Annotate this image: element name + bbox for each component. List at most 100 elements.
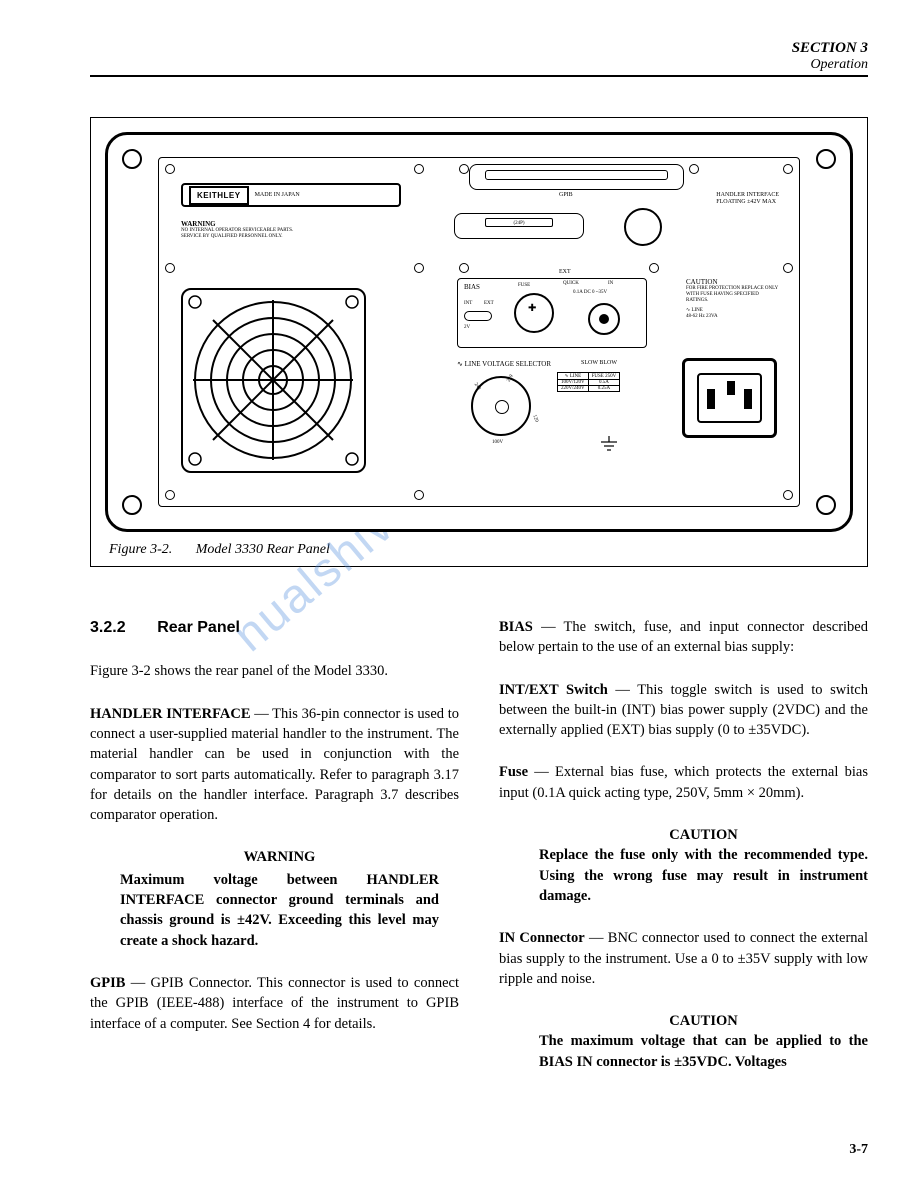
toggle-switch [464, 311, 492, 321]
bias-text: — The switch, fuse, and input connector … [499, 619, 868, 655]
bias-2v: 2V [464, 325, 470, 331]
cell: FUSE 250V [588, 373, 620, 380]
bolt-icon [122, 149, 142, 169]
screw-icon [414, 490, 424, 500]
cell: ∿ LINE [558, 373, 589, 380]
gpib-label: GPIB [559, 192, 573, 199]
cell: 0.25A [588, 386, 620, 392]
caution1-body: Replace the fuse only with the recommend… [539, 845, 868, 906]
header-title: Operation [90, 57, 868, 73]
bolt-icon [122, 495, 142, 515]
fuse-table: ∿ LINEFUSE 250V 100V/120V0.5A 220V/240V0… [557, 372, 620, 392]
handler-text: — This 36-pin connector is used to conne… [90, 706, 459, 823]
caution-block-1: CAUTION Replace the fuse only with the r… [499, 825, 868, 906]
warning-title: WARNING [120, 847, 439, 867]
page-header: SECTION 3 Operation [90, 40, 868, 77]
handler-line2: FLOATING ±42V MAX [716, 199, 779, 206]
brand-label: KEITHLEY MADE IN JAPAN [181, 183, 401, 207]
screw-icon [165, 263, 175, 273]
brand-badge: KEITHLEY [189, 186, 249, 205]
body-columns: 3.2.2 Rear Panel Figure 3-2 shows the re… [90, 617, 868, 1072]
section-number: 3.2.2 [90, 619, 126, 636]
caution1-title: CAUTION [539, 825, 868, 845]
warning-title: WARNING [181, 220, 293, 228]
bnc-connector [588, 303, 620, 335]
bias-lead: BIAS [499, 619, 533, 635]
caution-block: CAUTION FOR FIRE PROTECTION REPLACE ONLY… [686, 278, 781, 319]
rear-panel-diagram: KEITHLEY MADE IN JAPAN WARNING NO INTERN… [105, 132, 853, 532]
gpib-lead: GPIB [90, 975, 125, 991]
bias-ext: EXT [484, 301, 494, 307]
fuse-text: — External bias fuse, which protects the… [499, 764, 868, 800]
caption-num: Figure 3-2. [109, 542, 172, 557]
bias-ext-box: BIAS INT EXT 2V ✚ FUSE QUICK IN 0.1A DC … [457, 278, 647, 348]
screw-icon [689, 164, 699, 174]
gpib-connector [469, 164, 684, 190]
screw-icon [414, 164, 424, 174]
voltage-dial [471, 376, 531, 436]
ground-icon [599, 436, 619, 456]
bolt-icon [816, 149, 836, 169]
gpib-text: — GPIB Connector. This connector is used… [90, 975, 459, 1032]
caution-block-2: CAUTION The maximum voltage that can be … [499, 1011, 868, 1072]
caution2-body: The maximum voltage that can be applied … [539, 1031, 868, 1072]
page-number: 3-7 [849, 1142, 868, 1158]
handler-line1: HANDLER INTERFACE [716, 192, 779, 199]
fuse-lead: Fuse [499, 764, 528, 780]
screw-icon [459, 263, 469, 273]
ext-label: EXT [559, 269, 571, 276]
screw-icon [165, 164, 175, 174]
left-column: 3.2.2 Rear Panel Figure 3-2 shows the re… [90, 617, 459, 1072]
fuse-para: Fuse — External bias fuse, which protect… [499, 762, 868, 803]
intext-lead: INT/EXT Switch [499, 682, 608, 698]
caption-text: Model 3330 Rear Panel [196, 542, 330, 557]
ext-in: IN [608, 281, 613, 287]
line-hz: 48-62 Hz 23VA [686, 314, 781, 320]
handler-para: HANDLER INTERFACE — This 36-pin connecto… [90, 704, 459, 826]
v120: 120 [531, 414, 539, 423]
power-inlet [682, 358, 777, 438]
section-heading: 3.2.2 Rear Panel [90, 617, 459, 639]
v100: 100V [492, 440, 503, 446]
line-sel-label: ∿ LINE VOLTAGE SELECTOR [457, 360, 551, 368]
handler-label: HANDLER INTERFACE FLOATING ±42V MAX [716, 192, 779, 205]
caution-text: FOR FIRE PROTECTION REPLACE ONLY WITH FU… [686, 286, 781, 304]
inner-plate: KEITHLEY MADE IN JAPAN WARNING NO INTERN… [158, 157, 800, 507]
inconn-para: IN Connector — BNC connector used to con… [499, 928, 868, 989]
screw-icon [459, 164, 469, 174]
header-section: SECTION 3 [90, 40, 868, 57]
inconn-lead: IN Connector [499, 930, 585, 946]
warning-block: WARNING Maximum voltage between HANDLER … [90, 847, 459, 950]
bias-label: BIAS [464, 283, 480, 291]
intext-para: INT/EXT Switch — This toggle switch is u… [499, 680, 868, 741]
gpib-para: GPIB — GPIB Connector. This connector is… [90, 973, 459, 1034]
warning-body: Maximum voltage between HANDLER INTERFAC… [120, 870, 439, 951]
right-column: BIAS — The switch, fuse, and input conne… [499, 617, 868, 1072]
p24-label: (24P) [485, 218, 553, 227]
bias-int: INT [464, 301, 472, 307]
panel-warning: WARNING NO INTERNAL OPERATOR SERVICEABLE… [181, 220, 293, 239]
handler-lead: HANDLER INTERFACE [90, 706, 251, 722]
screw-icon [165, 490, 175, 500]
bias-para: BIAS — The switch, fuse, and input conne… [499, 617, 868, 658]
screw-icon [414, 263, 424, 273]
fuse-holder: ✚ [514, 293, 554, 333]
fan-grille [181, 288, 366, 473]
fuse-label: FUSE [518, 283, 530, 289]
cell: 220V/240V [558, 386, 589, 392]
fan-icon [183, 290, 364, 471]
screw-icon [649, 263, 659, 273]
slow-blow-label: SLOW BLOW [581, 360, 617, 367]
warning-line2: SERVICE BY QUALIFIED PERSONNEL ONLY. [181, 234, 293, 240]
cell: 100V/120V [558, 380, 589, 386]
screw-icon [783, 263, 793, 273]
caution2-title: CAUTION [539, 1011, 868, 1031]
intro-para: Figure 3-2 shows the rear panel of the M… [90, 661, 459, 681]
screw-icon [783, 490, 793, 500]
caution-label: CAUTION [686, 278, 781, 286]
ext-quick: QUICK [563, 281, 579, 287]
knockout-hole [624, 208, 662, 246]
figure-container: KEITHLEY MADE IN JAPAN WARNING NO INTERN… [90, 117, 868, 567]
connector-24p: (24P) [454, 213, 584, 239]
made-in-label: MADE IN JAPAN [255, 192, 300, 199]
